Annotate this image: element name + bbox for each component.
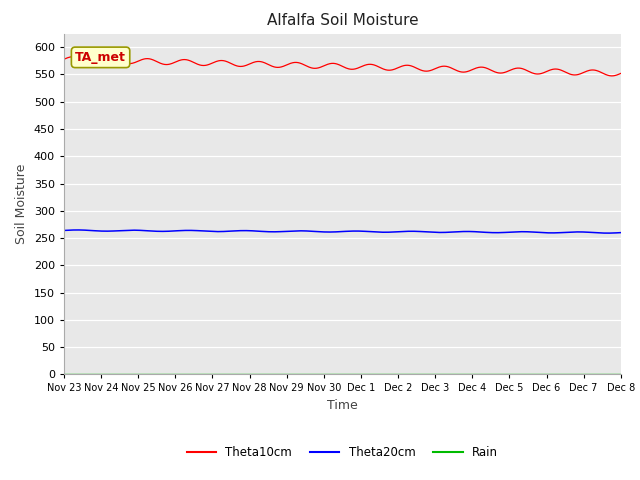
X-axis label: Time: Time xyxy=(327,399,358,412)
Y-axis label: Soil Moisture: Soil Moisture xyxy=(15,164,28,244)
Legend: Theta10cm, Theta20cm, Rain: Theta10cm, Theta20cm, Rain xyxy=(182,442,503,464)
Text: TA_met: TA_met xyxy=(75,51,126,64)
Title: Alfalfa Soil Moisture: Alfalfa Soil Moisture xyxy=(267,13,418,28)
